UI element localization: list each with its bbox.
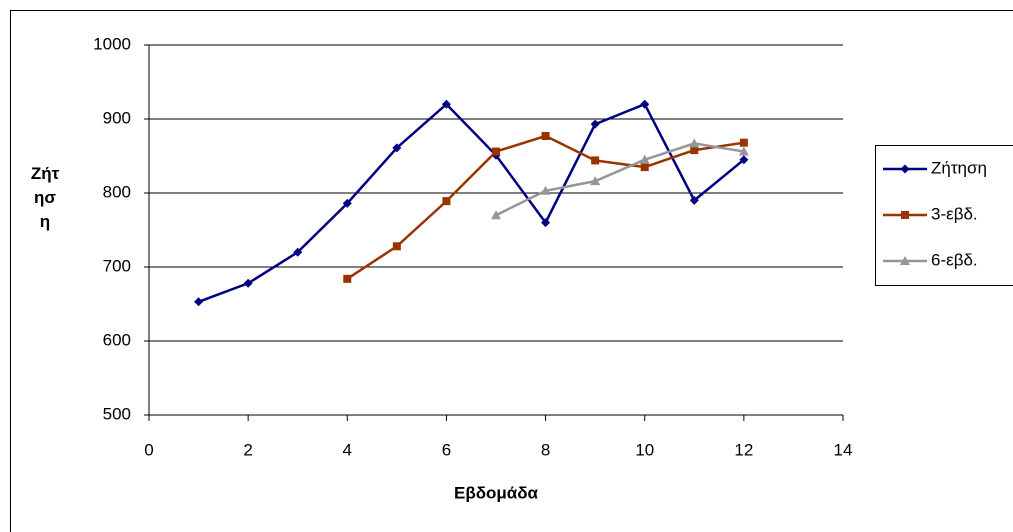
x-tick-label: 4 (343, 440, 352, 459)
marker (689, 138, 700, 148)
marker (541, 132, 550, 141)
marker (591, 156, 600, 165)
series-line (495, 142, 745, 217)
marker (194, 297, 204, 307)
legend-label: 3-εβδ. (931, 204, 978, 223)
marker (689, 195, 699, 205)
x-tick-label: 10 (635, 440, 654, 459)
marker (640, 163, 649, 172)
marker (901, 211, 909, 219)
marker (392, 143, 402, 153)
marker (540, 185, 551, 195)
x-tick-label: 6 (442, 440, 451, 459)
marker (441, 99, 451, 109)
marker (342, 198, 352, 208)
marker (541, 218, 551, 228)
y-tick-label: 900 (103, 108, 131, 127)
marker (590, 176, 601, 186)
y-axis-title: Ζήτηση (30, 164, 60, 231)
y-tick-label: 600 (103, 330, 131, 349)
marker (640, 99, 650, 109)
marker (392, 242, 401, 251)
marker (900, 164, 910, 174)
legend-label: Ζήτηση (931, 158, 987, 177)
y-tick-label: 500 (103, 404, 131, 423)
marker (900, 256, 910, 265)
x-tick-label: 0 (144, 440, 153, 459)
marker (343, 274, 352, 283)
x-tick-label: 8 (541, 440, 550, 459)
y-tick-label: 800 (103, 182, 131, 201)
legend-label: 6-εβδ. (931, 250, 978, 269)
x-tick-label: 12 (734, 440, 753, 459)
chart-border (10, 10, 1013, 532)
marker (690, 146, 699, 155)
marker (442, 197, 451, 206)
marker (738, 146, 749, 156)
marker (491, 210, 501, 220)
marker (293, 247, 303, 257)
series-line (198, 102, 745, 303)
marker (739, 155, 749, 165)
y-tick-label: 700 (103, 256, 131, 275)
marker (243, 278, 253, 288)
x-tick-label: 2 (243, 440, 252, 459)
marker (492, 147, 500, 156)
y-tick-label: 1000 (93, 34, 131, 53)
marker (639, 154, 650, 164)
x-tick-label: 14 (834, 440, 853, 459)
x-axis-title: Εβδομάδα (454, 483, 539, 502)
marker (739, 138, 748, 147)
marker (590, 119, 600, 129)
